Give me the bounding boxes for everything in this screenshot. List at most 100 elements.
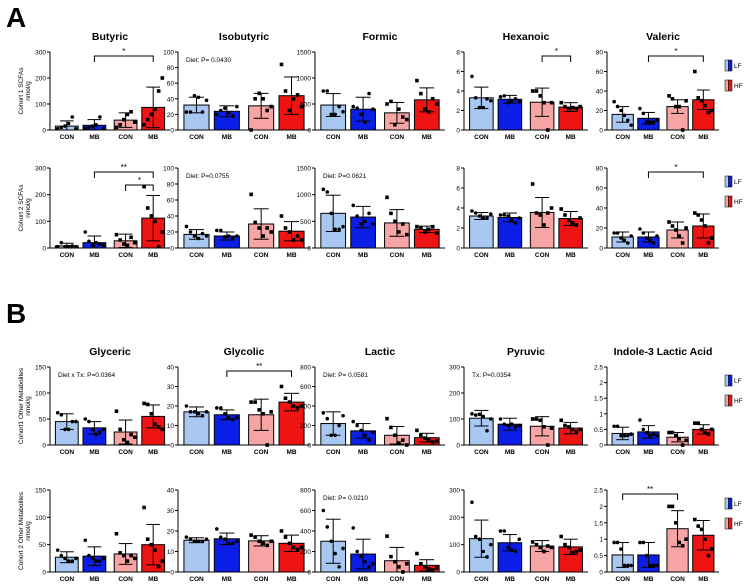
data-point (549, 545, 554, 550)
data-point (192, 539, 197, 544)
data-point (287, 108, 292, 113)
data-point (699, 527, 704, 532)
data-point (612, 540, 616, 545)
data-point (101, 243, 106, 248)
chart-panel: Glyceric 0 50 100 150 CON MB CON MB Diet x Tx: P=… (18, 346, 170, 456)
data-point (94, 240, 99, 245)
data-point (291, 404, 296, 408)
data-point (538, 213, 543, 217)
data-point (129, 235, 133, 240)
legend-swatch (724, 79, 729, 92)
y-tick-label: 8 (456, 166, 460, 173)
data-point (145, 206, 150, 210)
y-tick-label: 50 (39, 417, 47, 424)
y-axis-label: Cohort 2 Other Metabolites (18, 491, 25, 570)
data-point (699, 427, 704, 432)
data-point (703, 103, 707, 108)
x-tick-label: MB (643, 134, 653, 141)
y-tick-label: 100 (35, 515, 46, 522)
y-tick-label: 0 (170, 570, 174, 577)
data-point (641, 427, 646, 432)
data-point (574, 430, 579, 434)
x-tick-label: CON (118, 576, 133, 583)
data-point (619, 547, 623, 551)
y-tick-label: 0 (42, 128, 46, 135)
y-tick-label: 0 (307, 246, 311, 253)
data-point (283, 89, 288, 93)
chart-panel: 0 500 1000 1500 CON MB CON MB Diet: P=0.0621 (297, 166, 445, 259)
y-tick-label: 300 (449, 365, 460, 372)
data-point (87, 125, 91, 130)
stat-annotation: Diet: P=0.0621 (323, 173, 367, 180)
chart-title: Pyruvic (507, 346, 545, 358)
stat-annotation: Diet: P= 0.0430 (186, 57, 231, 64)
data-point (129, 553, 133, 558)
y-tick-label: 800 (300, 365, 311, 372)
significance-bracket (93, 171, 154, 178)
data-point (94, 559, 99, 563)
data-point (401, 222, 405, 226)
data-point (74, 126, 78, 131)
data-point (333, 433, 337, 438)
data-point (329, 433, 334, 438)
y-tick-label: 1000 (297, 192, 312, 199)
stat-annotation: Diet: P= 0.0581 (323, 372, 368, 379)
legend-label: LF (734, 63, 742, 70)
significance-bracket (125, 184, 154, 191)
data-point (434, 102, 439, 106)
data-point (485, 555, 489, 559)
data-point (321, 508, 326, 513)
data-point (703, 224, 707, 228)
data-point (638, 227, 642, 231)
data-point (329, 539, 334, 544)
y-tick-label: 2.5 (594, 488, 603, 495)
chart-panel: Glycolic 0 10 20 30 40 CON MB CON MB ** (167, 346, 310, 456)
data-point (517, 99, 522, 104)
y-tick-label: 0 (456, 246, 460, 253)
data-point (509, 548, 514, 552)
significance-label: ** (121, 163, 127, 172)
x-tick-label: CON (390, 252, 405, 259)
x-tick-label: CON (670, 449, 685, 456)
data-point (160, 559, 165, 563)
data-point (299, 545, 304, 550)
x-tick-label: MB (566, 449, 576, 456)
data-point (235, 539, 239, 544)
data-point (363, 559, 367, 564)
significance-label: * (138, 176, 141, 185)
chart-title: Valeric (646, 31, 680, 43)
y-axis-label: Cohort 2 SCFAs (18, 184, 25, 232)
data-point (363, 433, 367, 438)
data-point (559, 207, 564, 211)
data-point (670, 504, 675, 509)
x-tick-label: CON (118, 449, 133, 456)
data-point (477, 214, 482, 218)
data-point (200, 231, 205, 236)
data-point (667, 220, 671, 224)
data-point (132, 240, 137, 245)
data-point (638, 418, 642, 422)
data-point (534, 542, 539, 547)
data-point (570, 105, 575, 110)
panel-label-b: B (6, 298, 26, 329)
data-point (696, 96, 701, 100)
data-point (153, 107, 157, 111)
data-point (549, 206, 554, 210)
y-tick-label: 1000 (297, 76, 312, 83)
data-point (257, 539, 261, 544)
data-point (530, 89, 535, 93)
data-point (488, 542, 493, 547)
data-point (677, 104, 682, 109)
data-point (153, 422, 157, 426)
y-tick-label: 0 (170, 128, 174, 135)
data-point (506, 423, 510, 428)
data-point (184, 404, 189, 408)
data-point (470, 74, 474, 79)
data-point (149, 542, 154, 547)
data-point (389, 211, 393, 216)
y-tick-label: 300 (35, 50, 46, 57)
data-point (121, 438, 126, 442)
y-tick-label: 40 (596, 206, 604, 213)
y-tick-label: 0 (42, 443, 46, 450)
data-point (83, 230, 88, 234)
